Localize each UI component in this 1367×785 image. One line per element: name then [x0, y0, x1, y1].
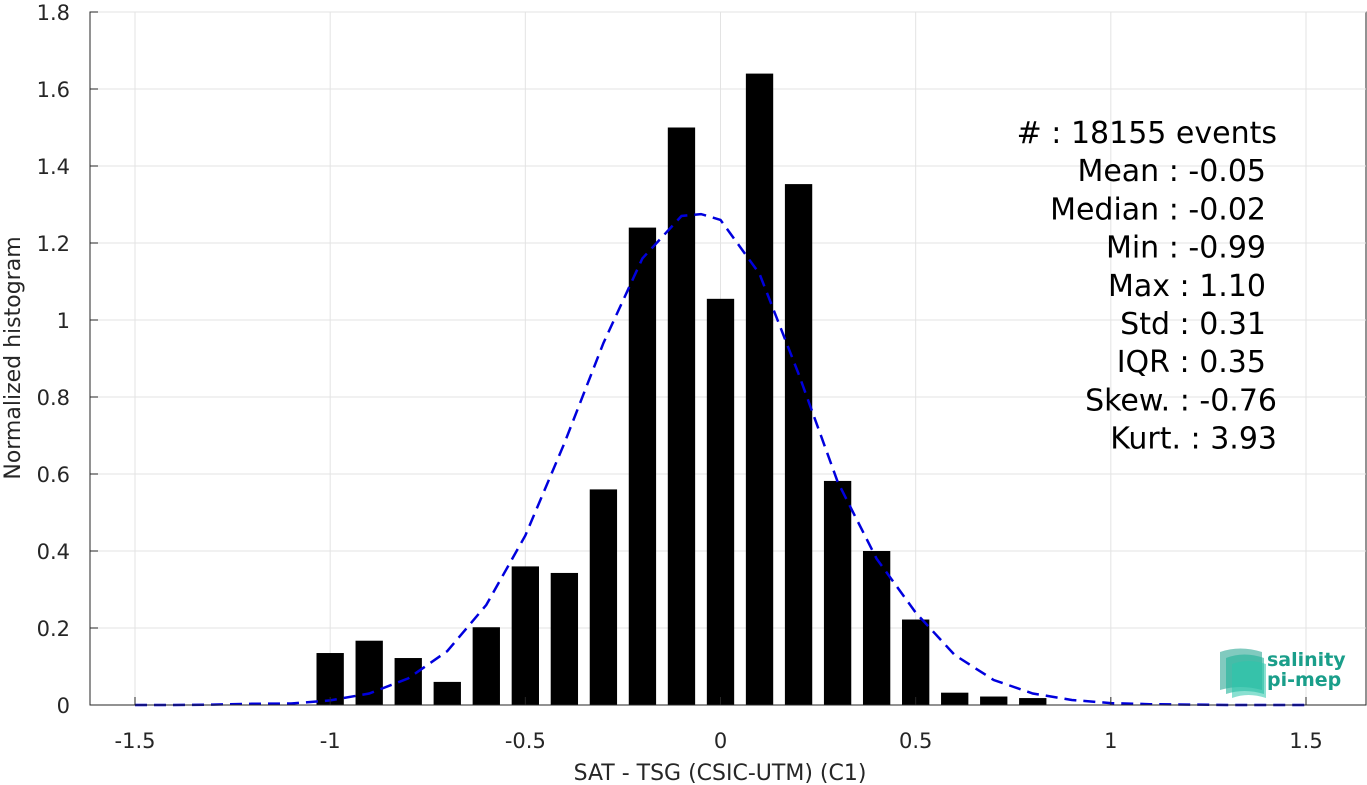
y-tick-label: 1: [57, 309, 70, 333]
y-tick-label: 1.4: [37, 155, 70, 179]
x-tick-label: 0.5: [899, 729, 932, 753]
x-axis-label: SAT - TSG (CSIC-UTM) (C1): [574, 761, 867, 785]
x-tick-label: 1.5: [1289, 729, 1322, 753]
y-tick-label: 1.2: [37, 232, 70, 256]
stats-line: Mean : -0.05: [1077, 154, 1266, 189]
x-tick-labels: -1.5 -1 -0.5 0 0.5 1 1.5: [115, 729, 1323, 753]
stats-line: Max : 1.10: [1108, 269, 1266, 304]
y-tick-label: 0: [57, 694, 70, 718]
stats-line: Median : -0.02: [1050, 192, 1266, 227]
histogram-bar: [472, 627, 500, 705]
histogram-bar: [862, 551, 891, 705]
stats-line: # : 18155 events: [1017, 116, 1277, 151]
histogram-bar: [355, 640, 383, 705]
logo-line-1: salinity: [1267, 649, 1346, 671]
histogram-bar: [667, 127, 696, 705]
histogram-bar: [550, 572, 579, 705]
x-tick-label: 0: [714, 729, 727, 753]
stats-line: Skew. : -0.76: [1085, 383, 1277, 418]
stats-line: Kurt. : 3.93: [1110, 422, 1277, 457]
axes: [89, 11, 1366, 706]
x-tick-label: -0.5: [505, 729, 546, 753]
fit-curve: [135, 212, 1306, 707]
histogram-bar: [784, 184, 813, 706]
histogram-bar: [589, 489, 618, 705]
logo-wave-icon: [1220, 648, 1266, 698]
histogram-bar: [706, 298, 735, 705]
y-tick-label: 1.6: [37, 78, 70, 102]
histogram-bar: [745, 73, 774, 706]
y-tick-label: 0.6: [37, 463, 70, 487]
histogram-bar: [941, 692, 969, 705]
histogram-bar: [823, 480, 852, 705]
y-tick-label: 0.8: [37, 386, 70, 410]
histogram-bar: [902, 619, 930, 705]
histogram-bars: [316, 73, 1047, 706]
y-axis-label: Normalized histogram: [1, 236, 26, 479]
x-tick-label: -1.5: [115, 729, 156, 753]
histogram-bar: [316, 653, 344, 705]
histogram-bar: [433, 681, 461, 705]
stats-line: IQR : 0.35: [1117, 345, 1266, 380]
stats-line: Std : 0.31: [1120, 307, 1266, 342]
histogram-bar: [628, 227, 657, 705]
y-tick-label: 0.2: [37, 617, 70, 641]
x-tick-label: -1: [320, 729, 341, 753]
stats-line: Min : -0.99: [1106, 231, 1266, 266]
logo-line-2: pi-mep: [1267, 669, 1341, 691]
salinity-pi-mep-logo: salinity pi-mep: [1220, 648, 1346, 698]
histogram-bar: [511, 566, 539, 705]
y-tick-label: 1.8: [37, 1, 70, 25]
y-tick-label: 0.4: [37, 540, 70, 564]
x-tick-label: 1: [1104, 729, 1117, 753]
histogram-bar: [980, 696, 1008, 705]
histogram-bar: [1019, 698, 1047, 705]
y-tick-labels: 0 0.2 0.4 0.6 0.8 1 1.2 1.4 1.6 1.8: [37, 1, 70, 718]
